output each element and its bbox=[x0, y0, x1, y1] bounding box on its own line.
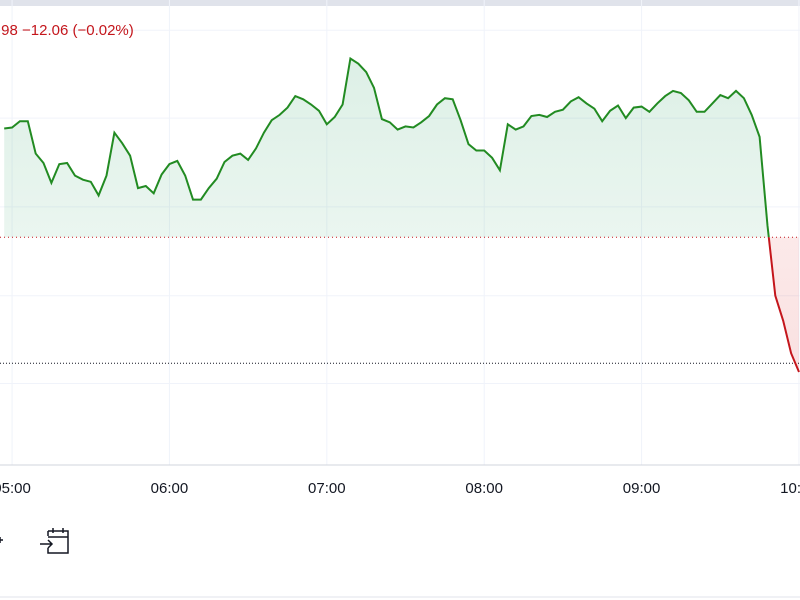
goto-date-button[interactable] bbox=[40, 528, 69, 554]
x-tick-label: 09:00 bbox=[623, 480, 661, 497]
x-tick-label: 10:00 bbox=[780, 480, 800, 497]
area-below bbox=[768, 237, 799, 372]
toolbar-icon[interactable] bbox=[0, 537, 3, 543]
toolbar bbox=[0, 528, 69, 554]
x-tick-label: 08:00 bbox=[465, 480, 503, 497]
price-header: .98 −12.06 (−0.02%) bbox=[0, 22, 134, 39]
area-above bbox=[4, 58, 799, 238]
line-above bbox=[4, 56, 770, 238]
x-tick-label: 05:00 bbox=[0, 480, 31, 497]
x-tick-label: 07:00 bbox=[308, 480, 346, 497]
top-border bbox=[0, 0, 800, 6]
x-tick-label: 06:00 bbox=[151, 480, 189, 497]
